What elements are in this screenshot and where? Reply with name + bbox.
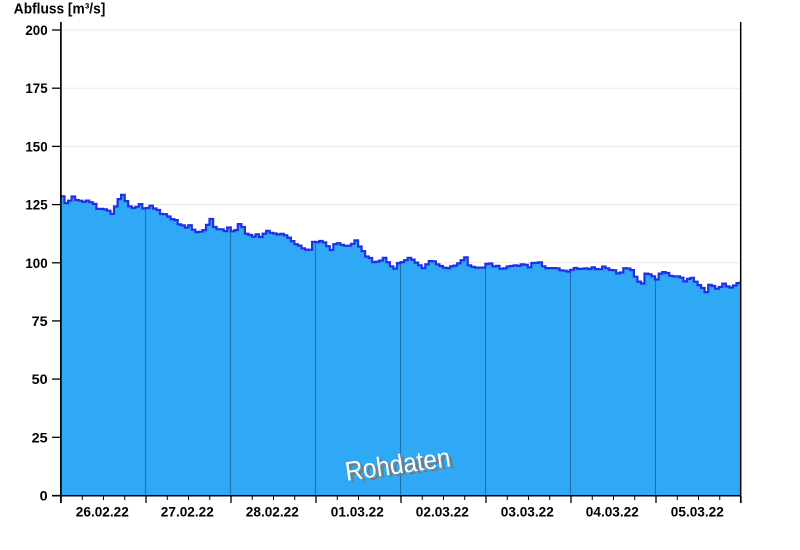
svg-text:26.02.22: 26.02.22 [76, 504, 129, 520]
svg-text:125: 125 [25, 197, 47, 213]
svg-text:28.02.22: 28.02.22 [246, 504, 299, 520]
svg-text:02.03.22: 02.03.22 [416, 504, 469, 520]
svg-text:0: 0 [40, 488, 48, 504]
svg-text:100: 100 [25, 255, 47, 271]
svg-text:75: 75 [32, 313, 48, 329]
svg-text:03.03.22: 03.03.22 [501, 504, 554, 520]
svg-text:200: 200 [25, 22, 47, 38]
svg-text:150: 150 [25, 138, 47, 154]
svg-text:Abfluss [m³/s]: Abfluss [m³/s] [14, 2, 106, 18]
svg-text:175: 175 [25, 80, 47, 96]
svg-text:01.03.22: 01.03.22 [331, 504, 384, 520]
svg-text:50: 50 [32, 371, 48, 387]
svg-text:25: 25 [32, 429, 48, 445]
svg-text:27.02.22: 27.02.22 [161, 504, 214, 520]
svg-text:05.03.22: 05.03.22 [671, 504, 724, 520]
svg-text:04.03.22: 04.03.22 [586, 504, 639, 520]
